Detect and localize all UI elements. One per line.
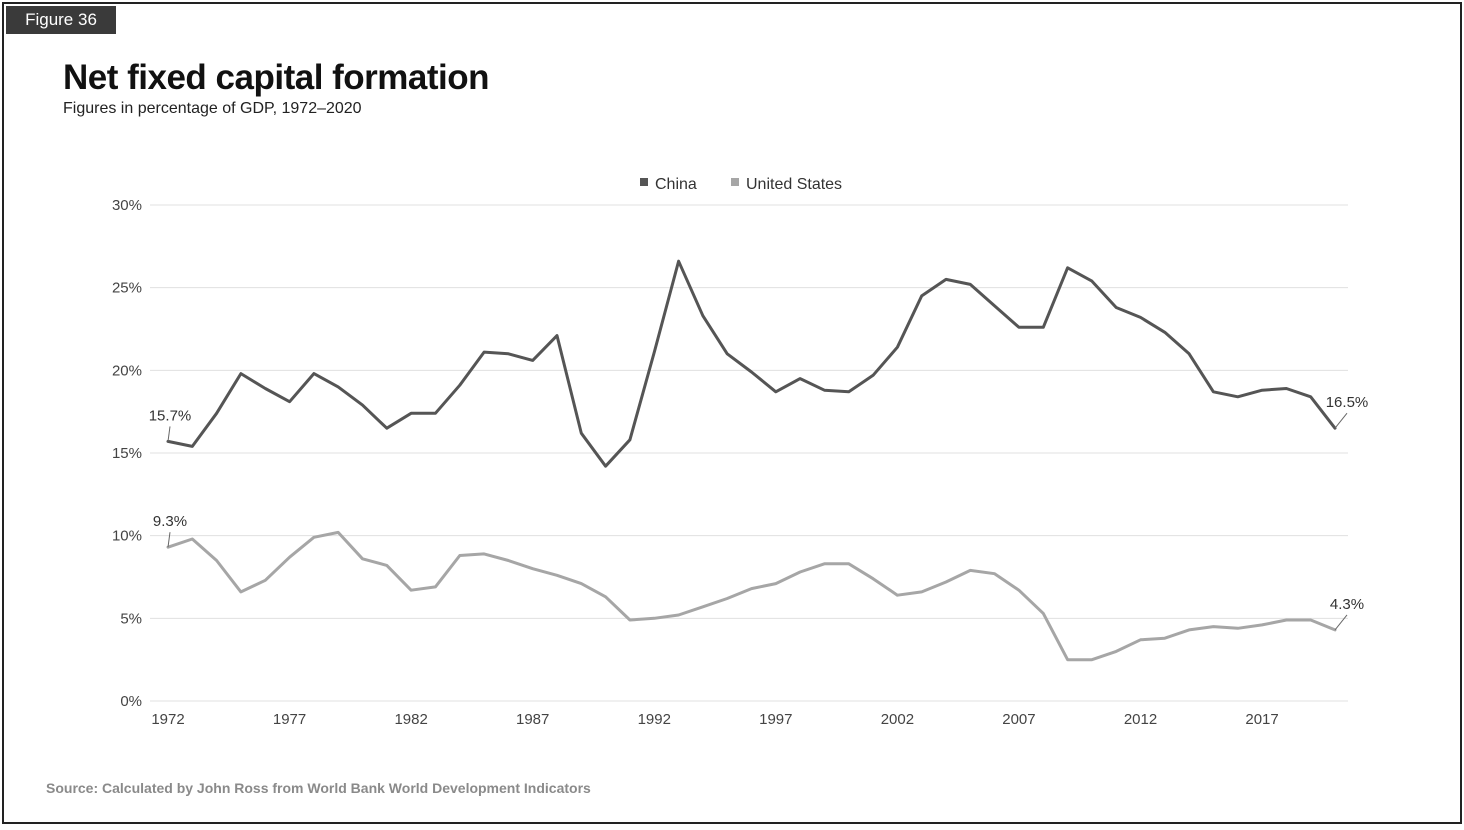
x-tick-label: 1987	[516, 711, 549, 728]
annotation-label: 9.3%	[153, 513, 187, 530]
x-tick-label: 1977	[273, 711, 306, 728]
y-tick-label: 30%	[112, 197, 142, 214]
y-tick-label: 25%	[112, 280, 142, 297]
y-tick-label: 20%	[112, 362, 142, 379]
legend: China United States	[640, 176, 842, 193]
annotation-label: 15.7%	[149, 407, 192, 424]
y-axis-ticks: 0% 5% 10% 15% 20% 25% 30%	[112, 197, 142, 710]
legend-label: United States	[746, 176, 842, 193]
x-tick-label: 1972	[151, 711, 184, 728]
legend-item-china: China	[640, 176, 697, 193]
y-tick-label: 5%	[120, 610, 142, 627]
x-tick-label: 2017	[1245, 711, 1278, 728]
series-line-china	[166, 259, 1337, 468]
legend-swatch	[731, 178, 739, 186]
x-tick-label: 2007	[1002, 711, 1035, 728]
x-tick-label: 1992	[638, 711, 671, 728]
source-note: Source: Calculated by John Ross from Wor…	[46, 780, 591, 796]
x-tick-label: 2012	[1124, 711, 1157, 728]
annotation-leader	[1334, 614, 1348, 631]
y-tick-label: 15%	[112, 445, 142, 462]
data-annotations: 15.7% 16.5% 9.3% 4.3%	[149, 394, 1369, 631]
annotation-label: 4.3%	[1330, 596, 1364, 613]
series-lines	[166, 259, 1337, 662]
series-line-united-states	[166, 530, 1337, 662]
annotation-label: 16.5%	[1326, 394, 1369, 411]
x-axis-ticks: 1972 1977 1982 1987 1992 1997 2002 2007 2012 2017	[151, 711, 1278, 728]
legend-swatch	[640, 178, 648, 186]
x-tick-label: 2002	[881, 711, 914, 728]
figure-label: Figure 36	[6, 6, 116, 34]
legend-label: China	[655, 176, 697, 193]
y-tick-label: 0%	[120, 693, 142, 710]
chart-subtitle: Figures in percentage of GDP, 1972–2020	[63, 100, 362, 117]
annotation-leader	[167, 532, 171, 548]
y-tick-label: 10%	[112, 528, 142, 545]
chart-title: Net fixed capital formation	[63, 58, 490, 97]
gridlines	[150, 204, 1348, 702]
annotation-leader	[167, 426, 171, 442]
x-tick-label: 1997	[759, 711, 792, 728]
x-tick-label: 1982	[394, 711, 427, 728]
legend-item-united-states: United States	[731, 176, 842, 193]
annotation-leader	[1334, 412, 1348, 429]
